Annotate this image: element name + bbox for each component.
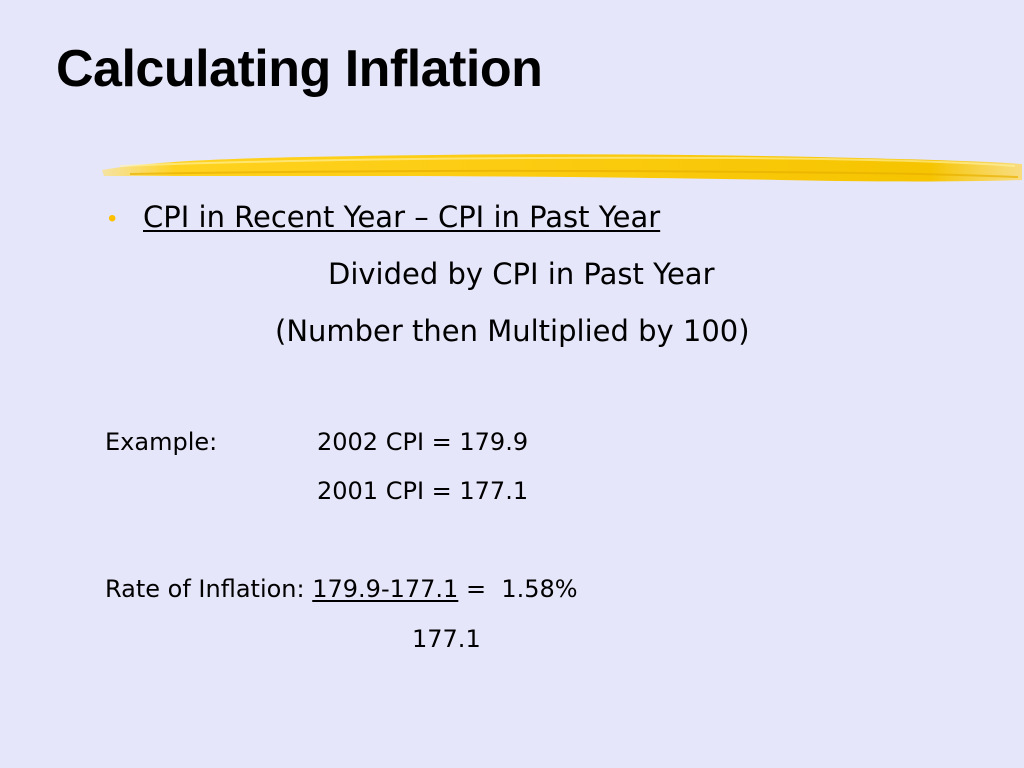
rate-denominator: 177.1	[412, 625, 481, 653]
slide-title: Calculating Inflation	[56, 40, 543, 98]
formula-divided-line: Divided by CPI in Past Year	[328, 257, 715, 291]
rate-label: Rate of Inflation:	[105, 575, 305, 603]
formula-numerator: CPI in Recent Year – CPI in Past Year	[143, 200, 661, 234]
yellow-highlight-stroke	[102, 154, 1022, 182]
rate-result: = 1.58%	[465, 575, 578, 603]
example-cpi-2001: 2001 CPI = 177.1	[317, 477, 529, 505]
rate-numerator: 179.9-177.1	[312, 575, 459, 603]
formula-multiplied-line: (Number then Multiplied by 100)	[275, 314, 750, 348]
bullet-dot-icon: •	[108, 205, 117, 232]
example-label: Example:	[105, 428, 218, 456]
rate-row: Rate of Inflation: 179.9-177.1 = 1.58%	[105, 574, 578, 604]
example-cpi-2002: 2002 CPI = 179.9	[317, 428, 529, 456]
